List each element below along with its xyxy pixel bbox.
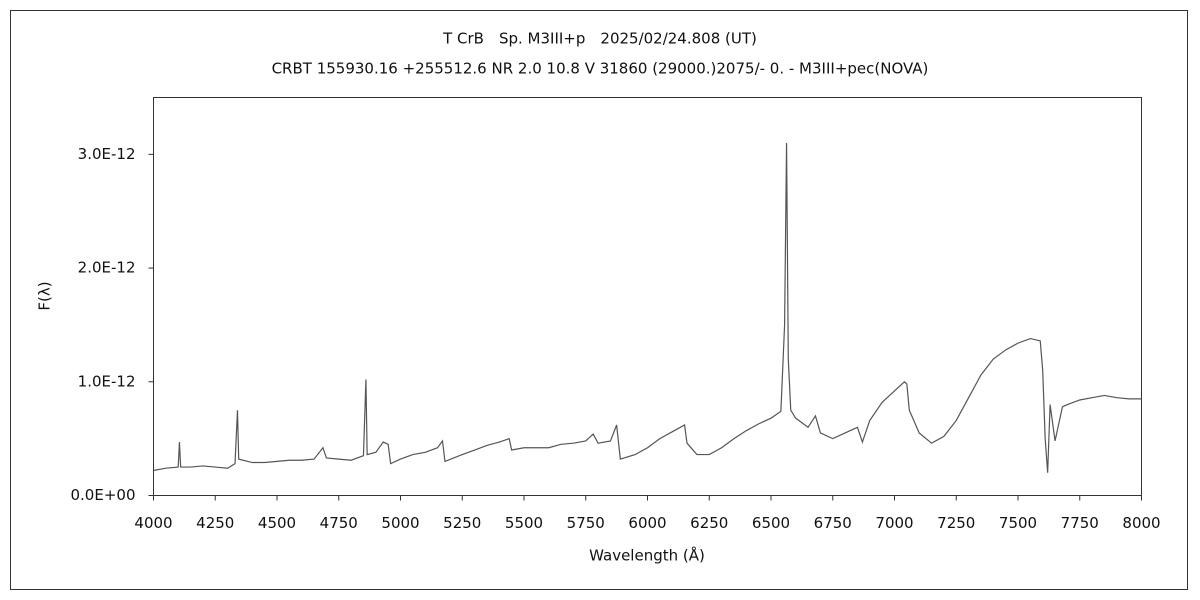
x-axis-label: Wavelength (Å) bbox=[589, 546, 705, 565]
x-tick-label: 8000 bbox=[1122, 514, 1160, 532]
x-tick-label: 6250 bbox=[690, 514, 728, 532]
x-tick-label: 7000 bbox=[875, 514, 913, 532]
x-tick-label: 7750 bbox=[1061, 514, 1099, 532]
x-tick-label: 6000 bbox=[628, 514, 666, 532]
x-tick-label: 6750 bbox=[814, 514, 852, 532]
y-tick-label: 1.0E-12 bbox=[78, 372, 136, 390]
spectrum-line bbox=[153, 142, 1142, 473]
y-tick-label: 0.0E+00 bbox=[71, 486, 136, 504]
x-tick-label: 5500 bbox=[505, 514, 543, 532]
plot-frame bbox=[153, 97, 1142, 496]
x-tick-label: 5000 bbox=[381, 514, 419, 532]
x-tick-label: 4750 bbox=[320, 514, 358, 532]
y-tick-label: 3.0E-12 bbox=[78, 145, 136, 163]
chart-title: T CrB Sp. M3III+p 2025/02/24.808 (UT) bbox=[442, 30, 757, 48]
x-tick-label: 5750 bbox=[567, 514, 605, 532]
chart-subtitle: CRBT 155930.16 +255512.6 NR 2.0 10.8 V 3… bbox=[272, 60, 929, 78]
x-tick-label: 4000 bbox=[134, 514, 172, 532]
x-tick-label: 5250 bbox=[443, 514, 481, 532]
x-tick-label: 7500 bbox=[999, 514, 1037, 532]
y-tick-label: 2.0E-12 bbox=[78, 259, 136, 277]
x-tick-label: 6500 bbox=[752, 514, 790, 532]
chart-frame bbox=[10, 10, 1188, 590]
x-tick-label: 7250 bbox=[937, 514, 975, 532]
x-tick-label: 4250 bbox=[196, 514, 234, 532]
x-tick-label: 4500 bbox=[258, 514, 296, 532]
y-axis-label: F(λ) bbox=[36, 281, 54, 310]
